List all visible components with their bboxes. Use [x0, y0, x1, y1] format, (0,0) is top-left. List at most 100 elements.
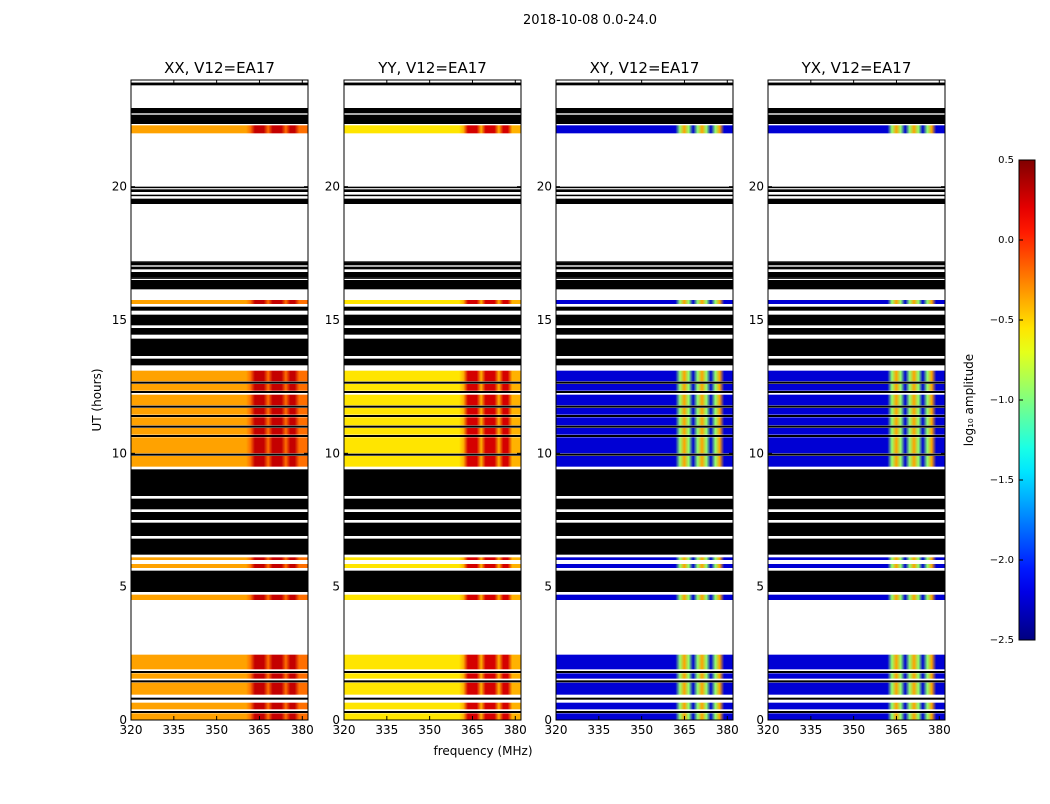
data-stripe: [344, 654, 521, 670]
flagged-block: [131, 512, 308, 520]
flagged-block: [131, 338, 308, 356]
x-tick-label: 350: [630, 723, 653, 737]
flagged-block: [344, 280, 521, 290]
flagged-block: [556, 522, 733, 536]
axes-frame: [555, 79, 734, 721]
flag-line: [131, 711, 308, 713]
data-stripe: [131, 394, 308, 406]
data-stripe: [344, 456, 521, 467]
y-tick-label: 20: [112, 180, 127, 194]
flagged-block: [344, 538, 521, 555]
flag-line: [768, 711, 945, 713]
flag-line: [131, 82, 308, 85]
flag-line: [556, 194, 733, 197]
flagged-block: [344, 114, 521, 124]
x-tick-label: 335: [799, 723, 822, 737]
flag-line: [556, 405, 733, 408]
data-stripe: [131, 437, 308, 454]
panel-title: YY, V12=EA17: [377, 59, 487, 77]
y-tick-label: 0: [544, 713, 552, 727]
y-tick-label: 15: [537, 313, 552, 327]
flagged-block: [768, 538, 945, 555]
axes-frame: [130, 79, 309, 721]
flag-line: [131, 261, 308, 263]
data-stripe: [344, 594, 521, 600]
x-tick-label: 380: [716, 723, 739, 737]
data-stripe: [131, 300, 308, 304]
flagged-block: [768, 272, 945, 278]
flagged-block: [344, 272, 521, 278]
data-stripe: [556, 437, 733, 454]
data-stripe: [344, 673, 521, 679]
data-stripe: [344, 300, 521, 304]
x-tick-label: 365: [461, 723, 484, 737]
x-tick-label: 320: [120, 723, 143, 737]
flagged-block: [131, 538, 308, 555]
y-tick-label: 15: [749, 313, 764, 327]
y-tick-label: 0: [756, 713, 764, 727]
flag-line: [768, 697, 945, 700]
y-tick-label: 0: [332, 713, 340, 727]
flagged-block: [131, 522, 308, 536]
data-stripe: [768, 564, 945, 568]
flagged-block: [344, 570, 521, 592]
flagged-block: [131, 314, 308, 326]
data-stripe: [344, 713, 521, 720]
colorbar-tick-label: −2.5: [990, 635, 1014, 646]
flag-line: [556, 261, 733, 263]
flag-line: [344, 261, 521, 263]
x-tick-label: 335: [162, 723, 185, 737]
flagged-block: [768, 328, 945, 335]
y-tick-label: 10: [325, 446, 340, 460]
x-tick-label: 350: [842, 723, 865, 737]
data-stripe: [556, 594, 733, 600]
data-stripe: [131, 702, 308, 710]
data-stripe: [768, 125, 945, 134]
figure-title: 2018-10-08 0.0-24.0: [523, 13, 657, 28]
y-tick-label: 15: [112, 313, 127, 327]
flag-line: [556, 435, 733, 437]
data-stripe: [131, 125, 308, 134]
data-stripe: [131, 594, 308, 600]
colorbar-tick-label: −0.5: [990, 315, 1014, 326]
flagged-block: [344, 189, 521, 192]
flag-line: [344, 453, 521, 456]
flagged-block: [344, 198, 521, 204]
y-tick-label: 5: [119, 580, 127, 594]
data-stripe: [344, 564, 521, 568]
flag-line: [131, 381, 308, 384]
flagged-block: [131, 108, 308, 114]
flagged-block: [344, 469, 521, 496]
colorbar-tick-label: −2.0: [990, 555, 1014, 566]
flagged-block: [131, 306, 308, 311]
data-stripe: [768, 384, 945, 391]
flag-line: [131, 405, 308, 408]
flag-line: [344, 680, 521, 683]
flag-line: [768, 415, 945, 417]
flagged-block: [768, 522, 945, 536]
data-stripe: [556, 384, 733, 391]
flag-line: [131, 671, 308, 673]
data-stripe: [768, 557, 945, 560]
flag-line: [131, 186, 308, 189]
data-stripe: [344, 702, 521, 710]
data-stripe: [131, 370, 308, 382]
flag-line: [131, 277, 308, 279]
data-stripe: [131, 408, 308, 415]
data-stripe: [344, 682, 521, 695]
flagged-block: [344, 108, 521, 114]
colorbar-tick-label: 0.0: [998, 235, 1014, 246]
flagged-block: [768, 198, 945, 204]
flag-line: [556, 453, 733, 456]
flagged-block: [344, 262, 521, 266]
x-tick-label: 335: [375, 723, 398, 737]
flag-line: [131, 415, 308, 417]
panel-title: YX, V12=EA17: [801, 59, 912, 77]
flag-line: [768, 453, 945, 456]
flagged-block: [768, 469, 945, 496]
flag-line: [556, 711, 733, 713]
data-stripe: [556, 456, 733, 467]
data-stripe: [556, 408, 733, 415]
flag-line: [556, 277, 733, 279]
flag-line: [344, 391, 521, 393]
